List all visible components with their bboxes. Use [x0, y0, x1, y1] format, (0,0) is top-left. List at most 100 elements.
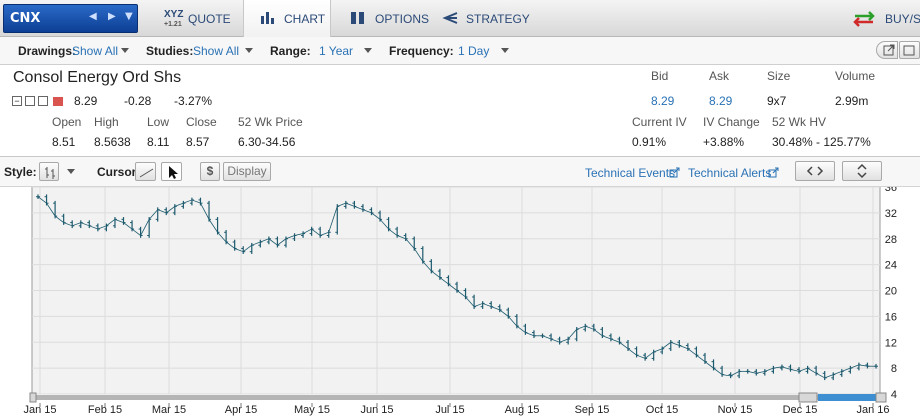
price-connector: [89, 225, 98, 230]
open-label: Open: [52, 115, 82, 129]
price-connector: [268, 238, 278, 246]
prev-symbol-icon[interactable]: ◀: [89, 11, 97, 22]
price-connector: [704, 361, 714, 369]
cursor-arrow-icon[interactable]: [161, 162, 182, 181]
price-connector: [687, 348, 697, 356]
style-label: Style:: [4, 165, 37, 179]
price-connector: [550, 338, 560, 343]
frequency-dropdown-icon[interactable]: [501, 48, 509, 53]
cursor-line-icon[interactable]: [135, 162, 156, 181]
price-connector: [644, 351, 654, 359]
expand-icon[interactable]: [899, 41, 920, 59]
price-connector: [46, 202, 56, 217]
dollar-button[interactable]: $: [200, 162, 220, 181]
detach-icon[interactable]: [25, 96, 35, 106]
price-connector: [140, 219, 150, 236]
tab-strategy[interactable]: STRATEGY: [438, 0, 530, 37]
price-connector: [320, 231, 329, 236]
vertical-zoom-icon[interactable]: [842, 161, 882, 181]
price-connector: [242, 244, 253, 253]
price-connector: [798, 367, 808, 372]
price-connector: [696, 354, 706, 362]
copy-icon[interactable]: [38, 96, 48, 106]
drawings-dropdown-icon[interactable]: [121, 48, 129, 53]
price-connector: [824, 374, 834, 379]
symbol-selector[interactable]: CNX ◀ ▶ ▼: [3, 4, 138, 33]
drawings-select[interactable]: Show All: [72, 44, 119, 58]
range-handle-right[interactable]: [875, 392, 887, 403]
collapse-icon[interactable]: −: [12, 96, 22, 106]
price-connector: [413, 248, 424, 262]
price-connector: [148, 209, 159, 220]
range-navigator[interactable]: [32, 395, 870, 400]
open-value: 8.51: [52, 135, 76, 149]
watch-icons[interactable]: −: [12, 96, 63, 107]
price-connector: [448, 283, 458, 291]
tab-options[interactable]: OPTIONS: [345, 0, 435, 37]
price-connector: [114, 218, 124, 223]
external-link-icon[interactable]: [669, 167, 680, 178]
x-tick-label: Nov 15: [718, 404, 753, 416]
frequency-select[interactable]: 1 Day: [458, 44, 490, 58]
symbol-dropdown-icon[interactable]: ▼: [125, 11, 133, 22]
range-dropdown-icon[interactable]: [364, 48, 372, 53]
price-connector: [756, 370, 765, 374]
display-button[interactable]: Display: [223, 162, 271, 181]
price-connector: [422, 261, 432, 272]
ask-label: Ask: [709, 69, 730, 83]
style-dropdown-icon[interactable]: [67, 169, 75, 174]
price-chart[interactable]: Jan 15 Feb 15 Mar 15 Apr 15 May 15 Jun 15 Jul …: [0, 187, 920, 419]
price-connector: [499, 309, 509, 317]
tab-strategy-label: STRATEGY: [466, 12, 530, 26]
tab-chart[interactable]: CHART: [243, 0, 331, 38]
price-connector: [217, 232, 227, 243]
price-connector: [807, 367, 817, 374]
studies-label: Studies:: [146, 44, 194, 58]
net-change: -0.28: [124, 94, 152, 108]
bid-label: Bid: [651, 69, 669, 83]
style-bars-icon[interactable]: [39, 162, 59, 181]
price-connector: [294, 233, 304, 236]
price-connector: [388, 228, 398, 236]
price-connector: [200, 202, 210, 220]
price-connector: [516, 325, 526, 333]
hv-label: 52 Wk HV: [772, 115, 827, 129]
iv-value: 0.91%: [632, 135, 667, 149]
tab-buy-sell[interactable]: BUY/SE: [845, 0, 920, 37]
quote-icon-change: +1.21: [164, 21, 182, 28]
tab-quote[interactable]: XYZ +1.21 QUOTE: [160, 0, 242, 37]
price-connector: [602, 335, 612, 340]
technical-alerts-link[interactable]: Technical Alerts: [688, 166, 772, 180]
studies-select[interactable]: Show All: [193, 44, 240, 58]
quote-icon: XYZ +1.21: [164, 10, 183, 29]
popout-icon[interactable]: [876, 41, 898, 59]
strategy-icon: [442, 12, 458, 24]
range-scroll-left[interactable]: [29, 392, 37, 403]
x-tick-label: Oct 15: [646, 404, 678, 416]
price-connector: [670, 341, 680, 346]
price-connector: [679, 345, 689, 350]
range-select[interactable]: 1 Year: [319, 44, 354, 58]
price-connector: [131, 228, 141, 236]
price-connector: [593, 328, 603, 337]
studies-dropdown-icon[interactable]: [245, 48, 253, 53]
technical-events-link[interactable]: Technical Events: [585, 166, 676, 180]
close-label: Close: [186, 115, 217, 129]
price-connector: [371, 212, 381, 220]
frequency-label: Frequency:: [389, 44, 454, 58]
price-connector: [37, 196, 47, 204]
price-connector: [405, 238, 415, 249]
range-handle-left[interactable]: [798, 392, 818, 403]
top-nav: CNX ◀ ▶ ▼ XYZ +1.21 QUOTE CHART OPTIONS …: [0, 0, 920, 38]
horizontal-zoom-icon[interactable]: [795, 161, 835, 181]
external-link-icon[interactable]: [768, 167, 779, 178]
range-selection[interactable]: [818, 394, 876, 401]
price-connector: [585, 325, 594, 330]
low-label: Low: [147, 115, 170, 129]
y-tick-label: 36: [885, 187, 897, 194]
price-connector: [72, 222, 81, 227]
tab-buy-sell-label: BUY/SE: [885, 12, 920, 26]
price-connector: [610, 338, 620, 343]
tab-quote-label: QUOTE: [188, 12, 231, 26]
next-symbol-icon[interactable]: ▶: [108, 11, 116, 22]
